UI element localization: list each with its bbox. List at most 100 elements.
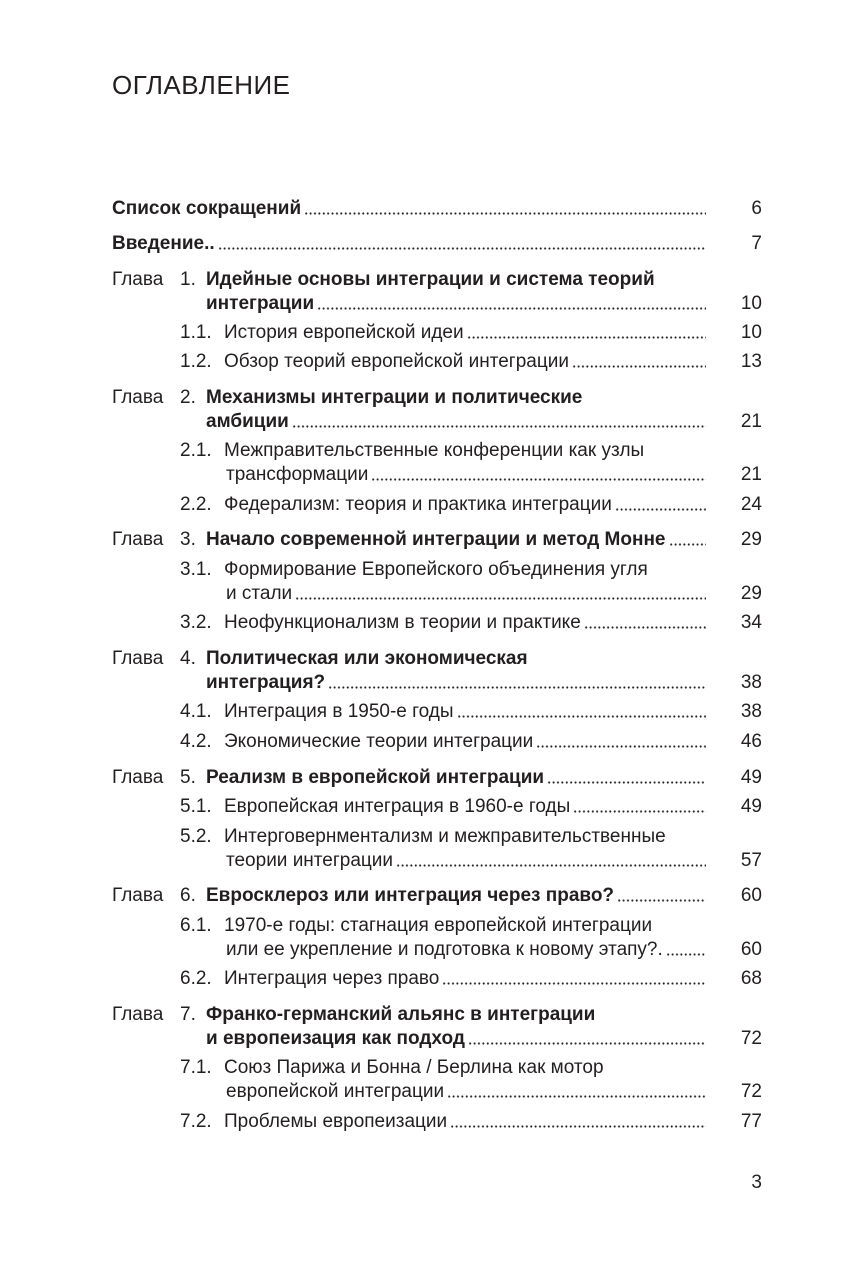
entry-title: интеграции: [206, 292, 315, 314]
entry-title: История европейской идеи: [224, 322, 464, 343]
chapter-label: Глава: [112, 387, 164, 408]
dot-leader: [617, 884, 706, 902]
entry-line: или ее укрепление и подготовка к новому …: [226, 937, 706, 962]
entry-title: амбиции: [206, 410, 289, 432]
entry-line: Реализм в европейской интеграции: [206, 766, 706, 790]
chapter-number: 3.: [180, 529, 196, 550]
dot-leader: [217, 232, 706, 250]
chapter-label: Глава: [112, 767, 164, 788]
entry-title: трансформации: [226, 463, 369, 485]
section-number: 2.2.: [180, 494, 212, 515]
page-ref: 68: [740, 968, 762, 989]
entry-title: Федерализм: теория и практика интеграции: [224, 494, 612, 515]
chapter-number: 6.: [180, 885, 196, 906]
entry-title: Механизмы интеграции и политические: [206, 387, 583, 408]
dot-leader: [291, 409, 706, 428]
page-ref: 57: [740, 849, 762, 871]
dot-leader: [547, 766, 706, 784]
dot-leader: [371, 462, 706, 481]
entry-title: Проблемы европеизации: [224, 1111, 448, 1132]
dot-leader: [442, 967, 706, 985]
page-ref: 38: [740, 701, 762, 722]
chapter-number: 2.: [180, 387, 196, 408]
entry-line: Европейская интеграция в 1960-е годы: [224, 795, 706, 819]
entry-title: Идейные основы интеграции и система теор…: [206, 269, 655, 290]
page-ref: 60: [740, 938, 762, 960]
page-ref: 10: [740, 322, 762, 343]
entry-line: Введение..: [112, 232, 706, 256]
entry-line: и европеизация как подход: [206, 1026, 706, 1051]
section-number: 5.2.: [180, 826, 212, 847]
dot-leader: [295, 581, 706, 600]
chapter-number: 1.: [180, 269, 196, 290]
chapter-label: Глава: [112, 529, 164, 550]
entry-title: Введение..: [112, 233, 215, 254]
entry-line: Обзор теорий европейской интеграции: [224, 350, 706, 374]
page-title: ОГЛАВЛЕНИЕ: [112, 70, 291, 100]
entry-line: интеграция?: [206, 670, 706, 695]
entry-title: теории интеграции: [226, 849, 394, 871]
entry-title: европейской интеграции: [226, 1080, 445, 1102]
entry-title: Интеграция в 1950-е годы: [224, 701, 454, 722]
entry-line: европейской интеграции: [226, 1079, 706, 1104]
section-number: 3.2.: [180, 612, 212, 633]
entry-title: Интерговернментализм и межправительствен…: [224, 826, 666, 847]
chapter-number: 5.: [180, 767, 196, 788]
dot-leader: [665, 937, 706, 956]
entry-title: Реализм в европейской интеграции: [206, 767, 545, 788]
entry-title: 1970-е годы: стагнация европейской интег…: [224, 915, 653, 936]
page-ref: 77: [740, 1111, 762, 1132]
page-ref: 21: [740, 463, 762, 485]
section-number: 2.1.: [180, 440, 212, 461]
dot-leader: [573, 795, 706, 813]
entry-line: Формирование Европейского объединения уг…: [224, 558, 648, 582]
section-number: 4.2.: [180, 731, 212, 752]
dot-leader: [396, 848, 706, 867]
dot-leader: [304, 197, 706, 215]
section-number: 1.2.: [180, 351, 212, 372]
entry-line: Интеграция в 1950-е годы: [224, 700, 706, 724]
dot-leader: [668, 528, 706, 546]
dot-leader: [536, 730, 706, 748]
dot-leader: [583, 611, 706, 629]
page-ref: 60: [740, 885, 762, 906]
page-ref: 29: [740, 529, 762, 550]
dot-leader: [571, 350, 706, 368]
section-number: 4.1.: [180, 701, 212, 722]
entry-line: Федерализм: теория и практика интеграции: [224, 493, 706, 517]
entry-line: трансформации: [226, 462, 706, 487]
entry-line: Механизмы интеграции и политические: [206, 386, 582, 410]
entry-line: Список сокращений: [112, 197, 706, 221]
entry-line: Проблемы европеизации: [224, 1110, 706, 1134]
entry-title: или ее укрепление и подготовка к новому …: [226, 938, 663, 960]
entry-line: Экономические теории интеграции: [224, 730, 706, 754]
section-number: 5.1.: [180, 796, 212, 817]
entry-title: Неофункционализм в теории и практике: [224, 612, 581, 633]
entry-line: и стали: [226, 581, 706, 606]
entry-line: Союз Парижа и Бонна / Берлина как мотор: [224, 1056, 604, 1080]
chapter-label: Глава: [112, 269, 164, 290]
page-ref: 24: [740, 494, 762, 515]
entry-title: интеграция?: [206, 671, 326, 693]
entry-title: и европеизация как подход: [206, 1027, 465, 1049]
chapter-number: 7.: [180, 1004, 196, 1025]
entry-title: Евросклероз или интеграция через право?: [206, 885, 615, 906]
entry-line: Начало современной интеграции и метод Мо…: [206, 528, 706, 552]
entry-title: Начало современной интеграции и метод Мо…: [206, 529, 666, 550]
page-ref: 72: [740, 1027, 762, 1049]
entry-line: теории интеграции: [226, 848, 706, 873]
entry-title: Союз Парижа и Бонна / Берлина как мотор: [224, 1057, 604, 1078]
page-ref: 10: [740, 292, 762, 314]
page-ref: 38: [740, 671, 762, 693]
entry-title: и стали: [226, 582, 293, 604]
entry-line: Политическая или экономическая: [206, 647, 528, 671]
page-ref: 29: [740, 582, 762, 604]
entry-line: Интерговернментализм и межправительствен…: [224, 825, 666, 849]
dot-leader: [447, 1079, 706, 1098]
chapter-label: Глава: [112, 648, 164, 669]
entry-title: Формирование Европейского объединения уг…: [224, 559, 648, 580]
chapter-label: Глава: [112, 885, 164, 906]
entry-title: Межправительственные конференции как узл…: [224, 440, 645, 461]
entry-line: История европейской идеи: [224, 321, 706, 345]
page-ref: 72: [740, 1080, 762, 1102]
